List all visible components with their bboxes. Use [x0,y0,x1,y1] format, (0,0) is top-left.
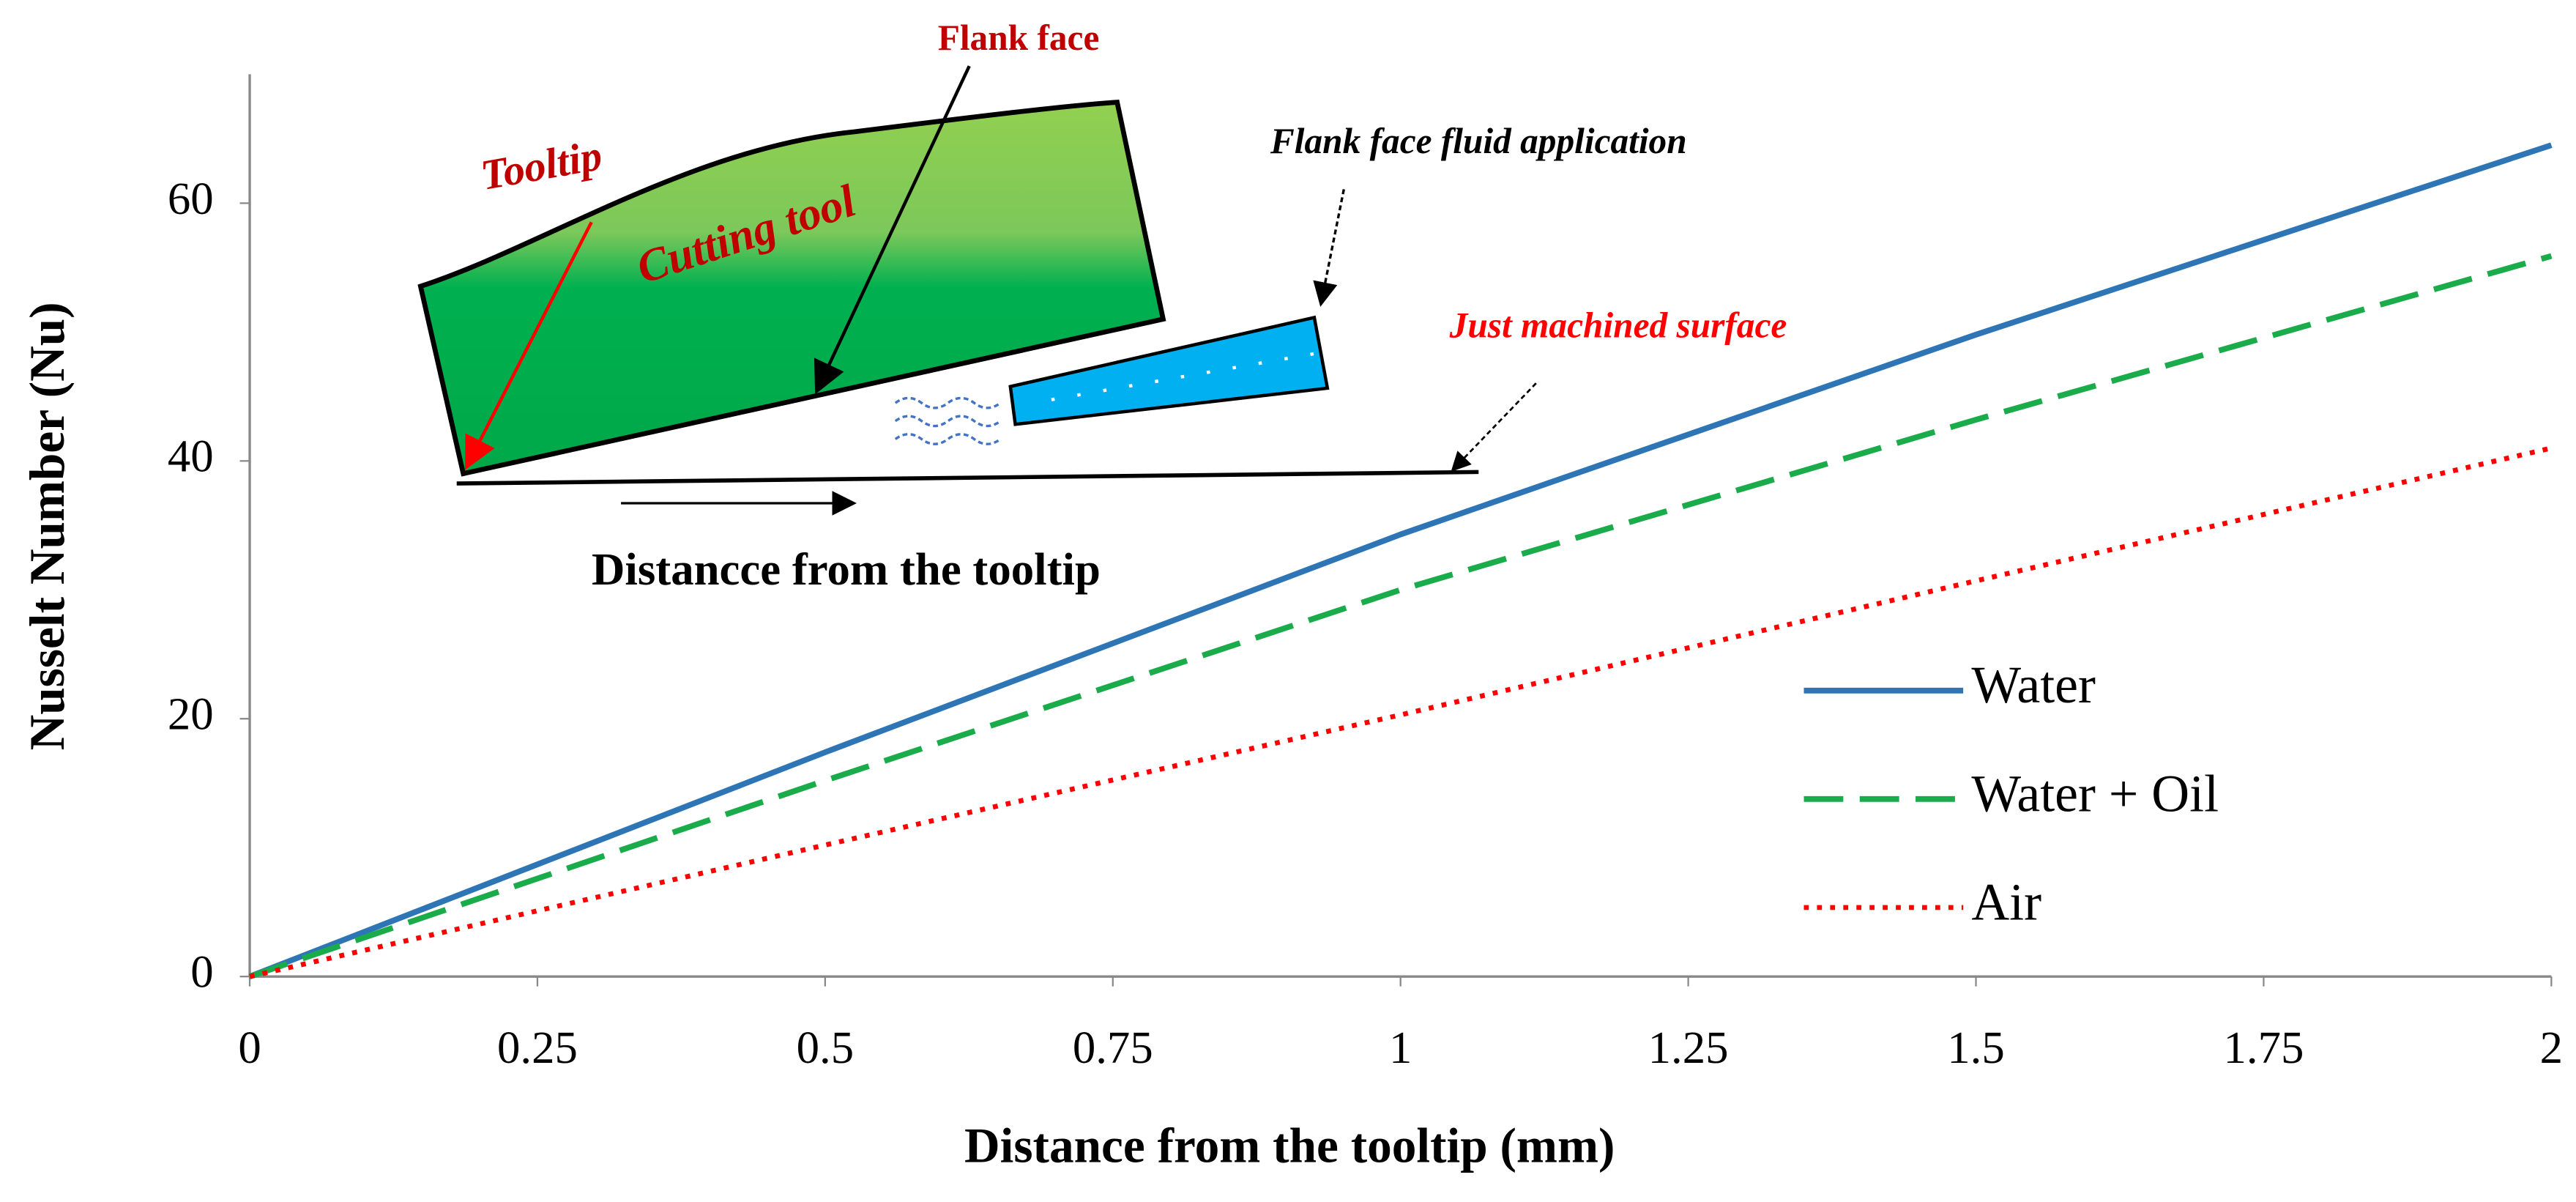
annotation: Just machined surface [1449,305,1787,346]
inset-diagram: Flank face Tooltip Cutting tool Flank fa… [417,18,1787,595]
legend-label: Water + Oil [1971,764,2219,823]
fluid-waves [894,396,1002,445]
surface-arrow [1451,382,1537,472]
x-tick-label: 0 [238,1022,261,1073]
annotation: Distancce from the tooltip [592,544,1101,595]
flank-face-arrow [814,65,971,395]
y-tick-label: 0 [190,946,213,998]
annotation: Flank face fluid application [1270,121,1687,161]
legend-label: Water [1971,656,2096,714]
series-line [248,253,2553,979]
legend-label: Air [1971,872,2041,931]
cutting-tool-shape [417,100,1166,477]
x-axis-title: Distance from the tooltip (mm) [964,1118,1615,1173]
machined-surface [456,470,1479,486]
x-tick-label: 1.25 [1648,1022,1729,1073]
y-tick-label: 40 [168,431,214,482]
y-tick-label: 60 [168,173,214,224]
annotation: Flank face [938,18,1100,58]
x-tick-label: 0.75 [1073,1022,1153,1073]
fluid-jet [1008,315,1330,426]
x-tick-label: 0.5 [797,1022,855,1073]
y-tick-label: 20 [168,689,214,740]
y-axis-title: Nusselt Number (Nu) [20,302,75,750]
fluid-arrow [1313,189,1345,307]
series-line [249,445,2553,979]
x-tick-label: 2 [2540,1022,2563,1073]
x-tick-label: 1.5 [1947,1022,2005,1073]
annotation: Tooltip [477,131,606,199]
x-tick-label: 0.25 [497,1022,578,1073]
x-tick-label: 1 [1389,1022,1412,1073]
x-tick-label: 1.75 [2223,1022,2304,1073]
series-line [248,142,2553,979]
fluid-dots [1051,352,1315,401]
tooltip-arrow [465,221,593,470]
